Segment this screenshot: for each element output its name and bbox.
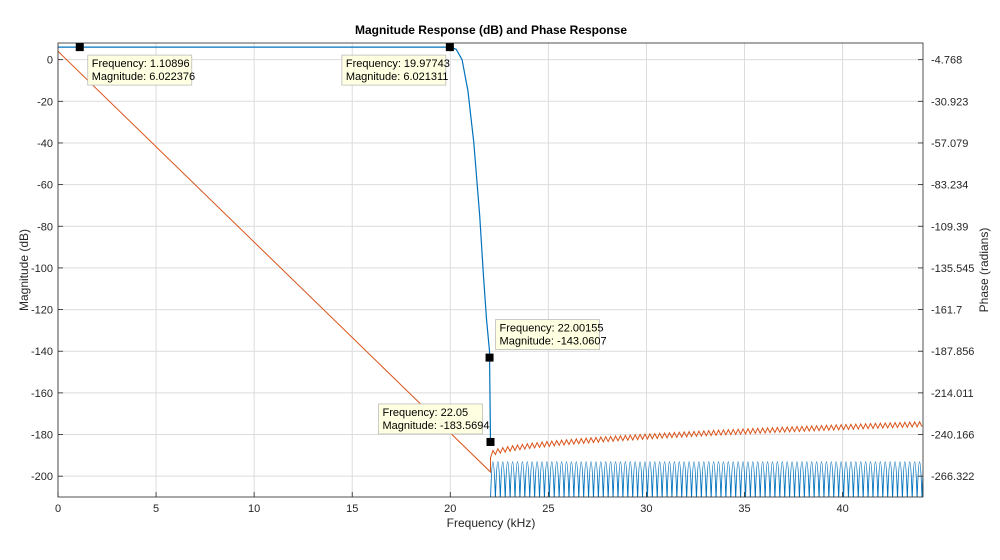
chart-title: Magnitude Response (dB) and Phase Respon…: [355, 23, 627, 37]
x-tick-label: 35: [738, 503, 750, 515]
plot-border: [57, 42, 924, 498]
datatip-frequency: Frequency: 19.97743: [346, 58, 450, 70]
phase-line: [58, 50, 923, 474]
y2-tick-label: -109.39: [931, 221, 968, 233]
y2-tick-label: -83.234: [931, 180, 968, 192]
y-axis-label: Magnitude (dB): [17, 229, 31, 311]
y-tick-label: -120: [31, 305, 53, 317]
x-tick-label: 30: [640, 503, 652, 515]
y-tick-label: -160: [31, 388, 53, 400]
magnitude-stopband: [490, 461, 923, 497]
y2-axis-label: Phase (radians): [977, 228, 991, 313]
y-tick-label: -100: [31, 263, 53, 275]
y-tick-label: 0: [47, 55, 53, 67]
y2-tick-label: -30.923: [931, 96, 968, 108]
datatip-box: [341, 54, 447, 86]
y-axis-ticks: 0 -20 -40 -60 -80 -100 -120 -140 -160 -180 -200: [31, 55, 923, 483]
y2-tick-label: -57.079: [931, 138, 968, 150]
y-tick-label: -140: [31, 346, 53, 358]
y-tick-label: -80: [37, 221, 53, 233]
y-tick-label: -20: [37, 96, 53, 108]
y-tick-label: -60: [37, 180, 53, 192]
x-axis-ticks: 0 5 10 15 20 25 30 35 40: [55, 492, 849, 515]
y2-tick-label: -135.545: [931, 263, 974, 275]
datatip-frequency: Frequency: 22.00155: [500, 323, 604, 335]
datatip-marker: [485, 353, 494, 362]
y2-tick-label: -214.011: [931, 388, 974, 400]
y2-tick-label: -161.7: [931, 305, 962, 317]
datatip-magnitude: Magnitude: 6.021311: [346, 71, 449, 83]
magnitude-line: [58, 46, 492, 442]
datatip-magnitude: Magnitude: -143.0607: [500, 336, 607, 348]
x-tick-label: 40: [836, 503, 848, 515]
y-tick-label: -200: [31, 471, 53, 483]
datatip-marker: [75, 43, 84, 52]
y-tick-label: -180: [31, 430, 53, 442]
phase-series: [58, 50, 923, 474]
y2-tick-label: -187.856: [931, 346, 974, 358]
y2-tick-label: -4.768: [931, 55, 962, 67]
datatip-marker: [486, 437, 495, 446]
datatip-box: [495, 319, 600, 350]
datatip-frequency: Frequency: 1.10896: [92, 58, 190, 70]
datatip-marker: [445, 43, 454, 52]
datatip-magnitude: Magnitude: -183.5694: [383, 420, 490, 432]
y2-tick-label: -266.322: [931, 471, 974, 483]
magnitude-series: [58, 46, 923, 497]
datatip-box: [87, 54, 193, 86]
x-tick-label: 20: [444, 503, 456, 515]
x-tick-label: 10: [248, 503, 260, 515]
datatip-magnitude: Magnitude: 6.022376: [92, 71, 195, 83]
y2-axis-ticks: -4.768 -30.923 -57.079 -83.234 -109.39 -135.5…: [931, 55, 974, 484]
datatip-frequency: Frequency: 22.05: [383, 407, 469, 419]
datatip-box: [378, 403, 483, 435]
y-tick-label: -40: [37, 138, 53, 150]
y2-tick-label: -240.166: [931, 430, 974, 442]
x-tick-label: 25: [542, 503, 554, 515]
x-tick-label: 15: [346, 503, 358, 515]
x-axis-label: Frequency (kHz): [447, 516, 536, 530]
x-tick-label: 5: [153, 503, 159, 515]
x-tick-label: 0: [55, 503, 61, 515]
